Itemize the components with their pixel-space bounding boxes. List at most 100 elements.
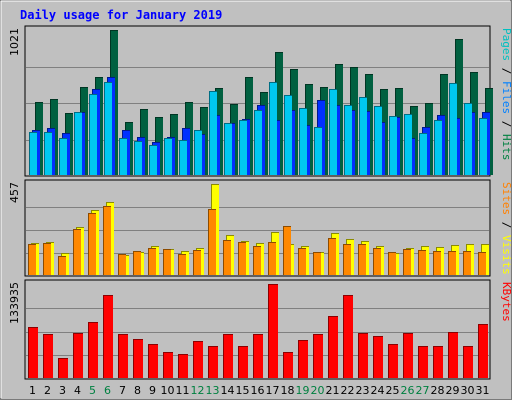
panel-top-side-legend: Pages / Files / Hits [500,28,512,161]
x-tick-label: 16 [251,384,265,397]
bar-sites [223,240,231,275]
x-tick-label: 26 [401,384,415,397]
bar-kbytes [58,358,68,378]
x-tick-label: 10 [161,384,175,397]
panel-middle: 457 Sites / Visits [8,179,512,277]
bar-pages [224,123,232,175]
bar-sites [388,252,396,275]
side-legend-item: / [500,61,512,81]
bar-sites [433,251,441,275]
bar-pages [239,120,247,175]
bar-pages [299,108,307,175]
x-tick-label: 17 [266,384,280,397]
bar-pages [119,138,127,175]
bar-pages [74,112,82,175]
bar-sites [268,242,276,275]
bar-kbytes [403,333,413,378]
bar-kbytes [358,333,368,378]
bar-kbytes [268,284,278,378]
bar-sites [73,229,81,275]
x-tick-label: 22 [341,384,355,397]
bar-pages [479,118,487,175]
bar-kbytes [388,344,398,378]
bar-pages [89,94,97,175]
side-legend-item: / [500,114,512,134]
bar-sites [148,248,156,275]
bar-sites [193,250,201,275]
bar-pages [149,145,157,175]
bar-sites [208,209,216,275]
bar-sites [103,206,111,275]
x-tick-label: 25 [386,384,400,397]
bar-pages [164,138,172,175]
x-tick-label: 11 [176,384,190,397]
bar-sites [283,226,291,275]
x-tick-label: 12 [191,384,205,397]
bar-pages [329,89,337,175]
bar-kbytes [223,334,233,378]
side-legend-item: Visits [500,235,512,275]
panel-bottom-max-label: 133935 [8,282,21,324]
x-tick-label: 27 [416,384,430,397]
bar-sites [118,254,126,275]
panel-top: 1021 Pages / Files / Hits [8,25,512,177]
panel-middle-max-label: 457 [8,182,21,203]
x-tick-label: 23 [356,384,370,397]
bar-kbytes [148,344,158,378]
bar-kbytes [238,346,248,378]
x-tick-label: 1 [29,384,36,397]
bar-kbytes [433,346,443,378]
bar-kbytes [478,324,488,378]
bar-pages [59,138,67,175]
bar-pages [104,82,112,175]
bar-kbytes [178,354,188,378]
side-legend-item: / [500,215,512,235]
series-kbytes [28,284,488,378]
bar-kbytes [448,332,458,378]
x-tick-label: 15 [236,384,250,397]
x-tick-label: 30 [461,384,475,397]
x-tick-label: 4 [74,384,81,397]
bar-sites [403,249,411,275]
bar-kbytes [328,316,338,378]
x-axis-labels: 1 2 3 4 5 6 7 8 9 10 11 12 13 14 15 16 17 18 19 20 21 22 23 24 2… [29,384,490,397]
bar-pages [254,110,262,175]
series-pages [29,82,487,175]
bar-sites [463,251,471,275]
bar-sites [448,251,456,275]
bar-kbytes [118,334,128,378]
x-tick-label: 8 [134,384,141,397]
bar-kbytes [373,336,383,378]
bar-sites [58,256,66,275]
bar-sites [163,249,171,275]
bar-pages [449,83,457,175]
panel-middle-side-legend: Sites / Visits [500,182,512,275]
bar-kbytes [313,334,323,378]
bar-kbytes [463,346,473,378]
bar-pages [374,106,382,175]
x-tick-label: 29 [446,384,460,397]
bar-hits [455,39,463,175]
x-tick-label: 19 [296,384,310,397]
panel-bottom: 133935 KBytes [8,279,512,380]
bar-kbytes [208,346,218,378]
side-legend-item: Pages [500,28,512,61]
side-legend-item: Files [500,81,512,114]
bar-kbytes [193,341,203,378]
bar-kbytes [88,322,98,378]
bar-sites [238,242,246,275]
bar-pages [134,141,142,175]
bar-kbytes [43,334,53,378]
x-tick-label: 21 [326,384,340,397]
bar-pages [29,132,37,175]
x-tick-label: 13 [206,384,220,397]
series-sites [28,206,486,275]
bar-sites [43,243,51,275]
x-tick-label: 14 [221,384,235,397]
side-legend-item: KBytes [500,282,512,322]
bar-kbytes [103,295,113,378]
bar-sites [328,238,336,275]
bar-sites [88,213,96,275]
